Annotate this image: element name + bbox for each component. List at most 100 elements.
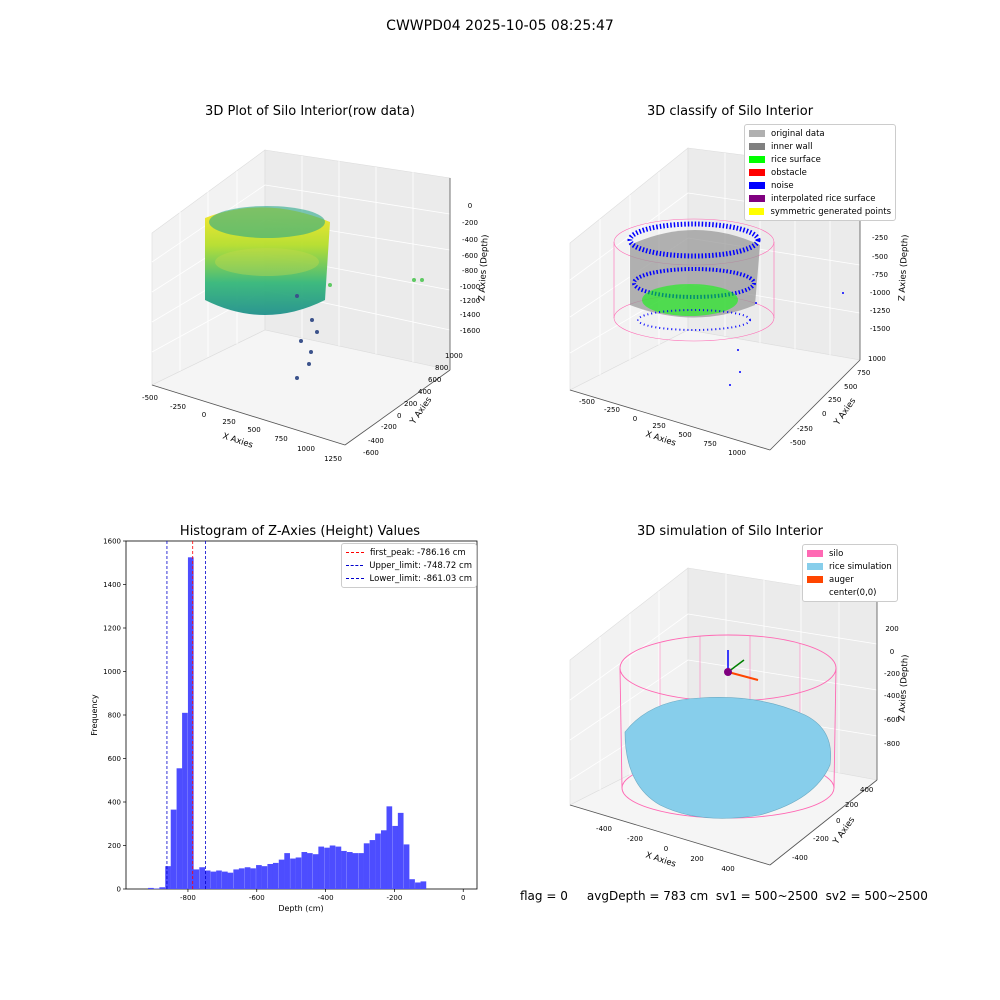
histogram-chart[interactable]: -800 -600 -400 -200 0 0 200 400 600 800 1000 1200 1…: [80, 535, 490, 920]
histogram-bar: [301, 852, 308, 889]
histogram-bar: [386, 806, 393, 889]
center-marker: [724, 668, 732, 676]
legend-swatch: [807, 576, 823, 583]
x-tick-label: 0: [461, 894, 465, 902]
histogram-bar: [415, 882, 421, 889]
plot4-ytick: -400: [792, 854, 808, 862]
legend-swatch: [749, 130, 765, 137]
histogram-bar: [380, 830, 387, 889]
plot2-xtick: 750: [703, 440, 716, 448]
plot2-ytick: 0: [822, 410, 826, 418]
auger-arrow: [727, 671, 759, 681]
plot1-ztick: 0: [468, 202, 472, 210]
y-tick-label: 1200: [103, 625, 121, 633]
plot1-ytick: -200: [381, 423, 397, 431]
plot1-zlabel: Z Axies (Depth): [477, 234, 490, 301]
histogram-bar: [159, 887, 166, 889]
plot1-xtick: -500: [142, 394, 158, 402]
legend-swatch: [749, 182, 765, 189]
plot1-ztick: -1000: [460, 283, 480, 291]
silo-simulation: [619, 634, 837, 819]
histogram-bar: [176, 768, 183, 889]
histogram-bar: [238, 868, 245, 889]
plot2-xtick: 1000: [728, 449, 746, 457]
y-tick-label: 1400: [103, 581, 121, 589]
plot4-ytick: 400: [860, 786, 873, 794]
legend-entry: original data: [749, 127, 891, 140]
legend-swatch: [749, 143, 765, 150]
x-tick-label: -800: [180, 894, 196, 902]
histogram-bar: [409, 879, 415, 889]
plot4-ztick: 0: [890, 648, 894, 656]
plot1-3d-axes[interactable]: -500 -250 0 250 500 750 1000 1250 -600 -…: [130, 130, 490, 480]
histogram-bar: [397, 812, 404, 889]
histogram-bar: [420, 881, 427, 889]
plot2-ytick: -250: [797, 425, 813, 433]
legend-entry: inner wall: [749, 140, 891, 153]
plot4-3d-axes[interactable]: -400 -200 0 200 400 -400 -200 0 200 400 …: [555, 555, 920, 880]
x-tick-label: -400: [318, 894, 334, 902]
legend-swatch: [749, 156, 765, 163]
raw-point-cloud: [205, 206, 424, 380]
histogram-bar: [165, 866, 171, 889]
plot1-ztick: -800: [462, 267, 478, 275]
plot4-xtick: -400: [596, 825, 612, 833]
histogram-bar: [324, 847, 330, 889]
plot1-xtick: 750: [274, 435, 287, 443]
legend-entry: Lower_limit: -861.03 cm: [346, 572, 472, 585]
plot2-xtick: 250: [652, 422, 665, 430]
y-tick-label: 200: [108, 842, 121, 850]
histogram-legend: first_peak: -786.16 cm Upper_limit: -748…: [341, 543, 477, 588]
plot4-xtick: -200: [627, 835, 643, 843]
plot1-xtick: 250: [222, 418, 235, 426]
x-tick-label: -200: [386, 894, 402, 902]
plot1-ytick: 200: [404, 400, 417, 408]
plot1-ztick: -1200: [460, 297, 480, 305]
plot4-ztick: -800: [884, 740, 900, 748]
plot4-ylabel: Y Axies: [831, 815, 858, 847]
legend-entry: Upper_limit: -748.72 cm: [346, 559, 472, 572]
histogram-bar: [295, 857, 302, 889]
histogram-bar: [278, 859, 285, 889]
histogram-ylabel: Frequency: [90, 694, 99, 736]
histogram-bar: [187, 557, 194, 889]
plot1-xtick: 0: [202, 411, 206, 419]
histogram-bar: [199, 867, 205, 889]
histogram-bar: [272, 862, 279, 889]
plot2-xtick: 0: [633, 415, 637, 423]
histogram-bar: [267, 863, 274, 889]
plot1-ztick: -600: [462, 252, 478, 260]
plot1-ztick: -1400: [460, 311, 480, 319]
legend-entry: auger: [807, 573, 893, 586]
histogram-xlabel: Depth (cm): [278, 904, 323, 913]
plot2-ztick: -1500: [870, 325, 890, 333]
plot4-xtick: 200: [690, 855, 703, 863]
plot1-ytick: 400: [418, 388, 431, 396]
plot2-xtick: -250: [604, 406, 620, 414]
plot2-ytick: 250: [828, 396, 841, 404]
plot4-ztick: 200: [885, 625, 898, 633]
histogram-bar: [261, 866, 268, 889]
plot2-xlabel: X Axies: [644, 429, 677, 448]
plot1-ytick: 1000: [445, 352, 463, 360]
histogram-bar: [204, 870, 211, 889]
histogram-bar: [375, 833, 381, 889]
plot2-xtick: 500: [678, 431, 691, 439]
histogram-bar: [329, 845, 336, 889]
legend-swatch: [749, 169, 765, 176]
plot2-ytick: 1000: [868, 355, 886, 363]
histogram-bar: [335, 846, 342, 889]
histogram-bar: [312, 854, 319, 889]
histogram-bar: [244, 867, 251, 889]
plot1-xtick: 1250: [324, 455, 342, 463]
histogram-bar: [341, 850, 347, 889]
histogram-bar: [148, 887, 154, 889]
plot1-xtick: 1000: [297, 445, 315, 453]
plot2-ztick: -250: [872, 234, 888, 242]
histogram-bar: [363, 843, 370, 889]
histogram-bar: [403, 844, 410, 889]
plot1-ytick: 600: [428, 376, 441, 384]
legend-entry: interpolated rice surface: [749, 192, 891, 205]
y-tick-label: 0: [117, 886, 121, 894]
plot1-ztick: -200: [462, 219, 478, 227]
